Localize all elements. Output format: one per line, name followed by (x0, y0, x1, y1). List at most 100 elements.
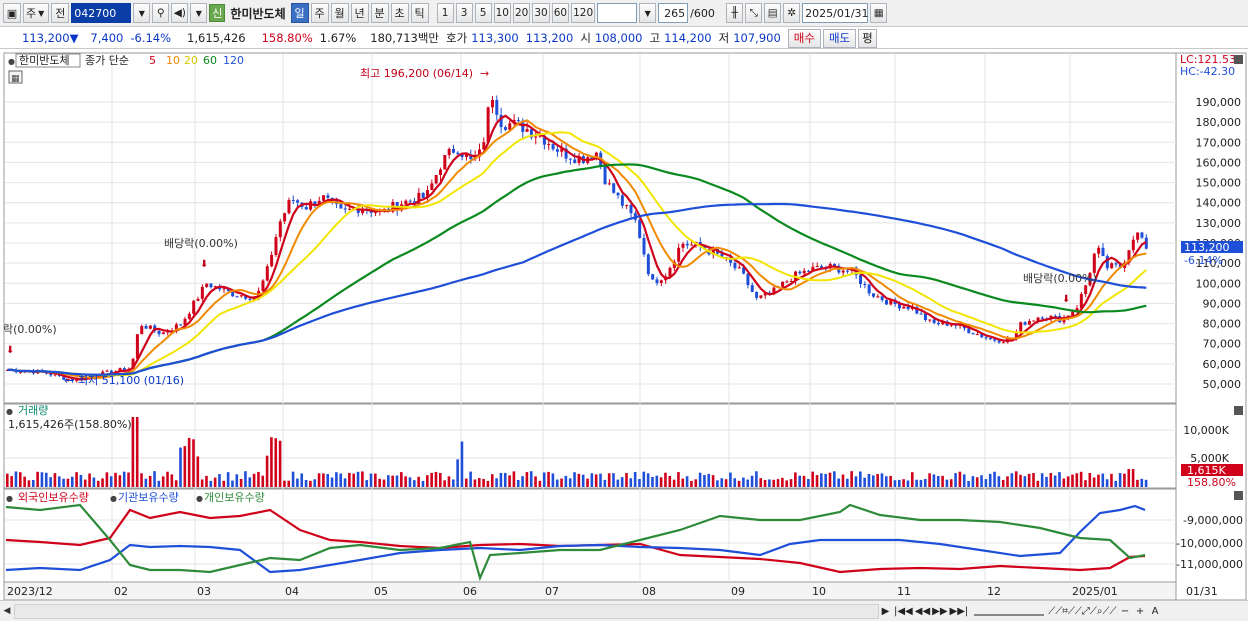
eval-button[interactable]: 평 (858, 28, 877, 48)
price-tick-label: 70,000 (1203, 338, 1242, 351)
volume-bar (859, 471, 862, 487)
count-input[interactable]: 265 (658, 3, 689, 23)
speaker-icon[interactable]: ◀) (171, 3, 189, 23)
candle-body (620, 195, 624, 206)
volume-bar (10, 476, 13, 487)
draw-tool-icon[interactable]: ⤡ (745, 3, 763, 23)
panel-menu-icon[interactable]: ● (196, 494, 203, 503)
draw-tools-icon[interactable]: ⟋⟋⌗⟋⟋⤢⟋⌕⟋⟋ (1048, 605, 1117, 617)
prev-button[interactable]: 전 (51, 3, 70, 23)
volume-bar (1136, 479, 1139, 487)
candle-body (811, 266, 815, 272)
interval-3[interactable]: 3 (455, 3, 473, 23)
search-icon[interactable]: ⚲ (152, 3, 170, 23)
interval-20[interactable]: 20 (512, 3, 531, 23)
volume-bar (789, 479, 793, 487)
scroll-track[interactable] (14, 603, 879, 619)
close-icon[interactable] (1234, 491, 1243, 500)
scroll-left-icon[interactable]: ◀ (3, 606, 11, 616)
save-icon[interactable]: ▤ (764, 3, 782, 23)
period-minute[interactable]: 분 (370, 3, 389, 23)
interval-120[interactable]: 120 (571, 3, 596, 23)
x-axis-label: 06 (463, 585, 477, 598)
zoom-in-icon[interactable]: + (1135, 605, 1145, 617)
candle-body (53, 374, 57, 376)
forward-icon[interactable]: ▶▶ (932, 605, 948, 617)
volume-bar (1053, 475, 1057, 487)
period-second[interactable]: 초 (390, 3, 409, 23)
volume-bar (837, 478, 840, 487)
candle-body (638, 219, 642, 238)
interval-custom-input[interactable] (597, 3, 638, 23)
sell-button[interactable]: 매도 (822, 28, 857, 48)
candle-body (923, 313, 927, 320)
scroll-right-icon[interactable]: ▶ (881, 605, 890, 617)
volume-bar (897, 479, 901, 487)
interval-30[interactable]: 30 (532, 3, 550, 23)
period-day[interactable]: 일 (290, 3, 309, 23)
candle-body (482, 142, 486, 150)
market-type-select[interactable]: 주 ▼ (23, 3, 50, 23)
volume-bar (828, 472, 832, 487)
volume-bar (586, 478, 589, 487)
panel-menu-icon[interactable]: ● (6, 407, 13, 416)
buy-button[interactable]: 매수 (787, 28, 821, 48)
jump-first-icon[interactable]: |◀◀ (894, 605, 913, 617)
candle-body (1110, 263, 1114, 269)
interval-5[interactable]: 5 (474, 3, 492, 23)
candle-body (672, 261, 676, 268)
code-dropdown[interactable]: ▼ (133, 3, 151, 23)
panel-menu-icon[interactable]: ● (6, 494, 13, 503)
period-year[interactable]: 년 (350, 3, 369, 23)
panel-menu-icon[interactable]: ● (8, 57, 15, 66)
volume-bar (534, 476, 537, 487)
candle-body (187, 313, 191, 319)
period-tick[interactable]: 틱 (410, 3, 429, 23)
gear-icon[interactable]: ✲ (783, 3, 801, 23)
candle-body (209, 283, 213, 288)
candle-body (140, 325, 144, 335)
candle-icon[interactable]: ╫ (726, 3, 744, 23)
x-axis-label: 2023/12 (7, 585, 53, 598)
candle-body (590, 157, 594, 160)
interval-1[interactable]: 1 (436, 3, 454, 23)
volume-bar (53, 473, 57, 487)
candle-body (326, 195, 330, 198)
candle-body (287, 200, 291, 214)
layout-icon[interactable]: ▣ (3, 3, 21, 23)
period-month[interactable]: 월 (330, 3, 349, 23)
period-week[interactable]: 주 (310, 3, 329, 23)
interval-60[interactable]: 60 (551, 3, 570, 23)
rewind-icon[interactable]: ◀◀ (914, 605, 931, 617)
candle-body (525, 129, 529, 132)
table-icon[interactable] (8, 70, 23, 84)
price-tick-label: 90,000 (1203, 297, 1242, 310)
close-icon[interactable] (1234, 55, 1243, 64)
volume-bar (205, 475, 208, 487)
interval-10[interactable]: 10 (493, 3, 511, 23)
chart-canvas[interactable]: 190,000 180,000 170,000 160,000 150,000 140,0… (0, 50, 1248, 601)
zoom-slider[interactable] (974, 606, 1045, 616)
close-icon[interactable] (1234, 406, 1243, 415)
speaker-dropdown[interactable]: ▼ (190, 3, 208, 23)
panel-menu-icon[interactable]: ● (110, 494, 117, 503)
volume-bar (361, 471, 364, 487)
jump-last-icon[interactable]: ▶▶| (949, 605, 969, 617)
interval-dropdown[interactable]: ▼ (639, 3, 657, 23)
legend-foreign: 외국인보유수량 (18, 491, 89, 504)
date-input[interactable]: 2025/01/31 (802, 3, 869, 23)
volume-bar (79, 474, 83, 487)
chart-area[interactable]: 190,000 180,000 170,000 160,000 150,000 140,0… (0, 50, 1248, 601)
candle-body (348, 208, 352, 210)
calendar-icon[interactable]: ▦ (870, 3, 888, 23)
stock-code-input[interactable]: 042700 (71, 3, 132, 23)
candle-body (235, 296, 239, 298)
auto-scale-icon[interactable]: A (1151, 605, 1159, 617)
candle-body (568, 158, 572, 160)
volume-bar (594, 474, 598, 487)
volume-bar (391, 475, 394, 487)
volume-bar (720, 478, 724, 487)
zoom-out-icon[interactable]: − (1120, 605, 1130, 617)
candle-body (884, 300, 888, 305)
volume-bar (14, 471, 18, 487)
